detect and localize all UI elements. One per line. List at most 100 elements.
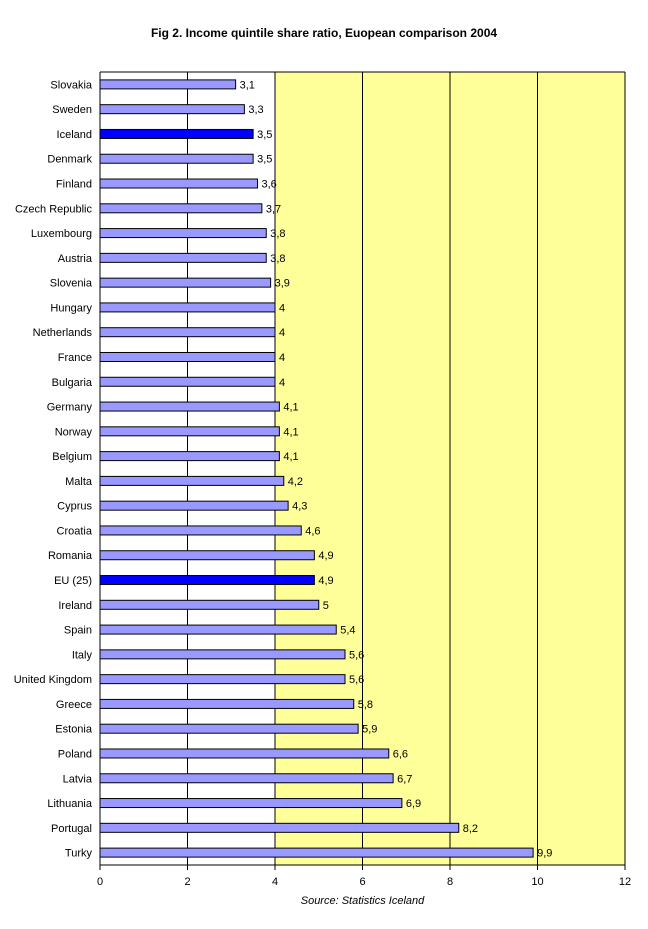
category-label: Iceland: [57, 129, 92, 141]
data-label: 3,8: [270, 228, 285, 240]
bar: [99, 252, 267, 263]
data-label: 4,1: [283, 426, 298, 438]
data-label: 4: [279, 352, 285, 364]
bar: [99, 698, 355, 709]
bar: [99, 798, 403, 809]
category-label: Ireland: [58, 600, 92, 612]
category-label: Netherlands: [33, 327, 93, 339]
category-label: Portugal: [51, 823, 92, 835]
category-label: Lithuania: [47, 798, 93, 810]
bar: [99, 351, 276, 362]
bar: [99, 624, 337, 635]
bar: [99, 79, 237, 90]
bar: [99, 525, 302, 536]
category-label: Estonia: [55, 724, 93, 736]
chart-title: Fig 2. Income quintile share ratio, Euop…: [150, 26, 498, 40]
category-label: Malta: [65, 476, 93, 488]
bar: [99, 401, 280, 412]
x-tick-label: 2: [184, 876, 190, 888]
data-label: 4,1: [283, 402, 298, 414]
data-label: 4: [279, 327, 285, 339]
category-label: Croatia: [57, 525, 93, 537]
data-label: 4,9: [318, 575, 333, 587]
data-label: 6,9: [406, 798, 421, 810]
data-label: 4,6: [305, 525, 320, 537]
bar: [99, 277, 272, 288]
category-label: Finland: [56, 179, 92, 191]
bars: [99, 79, 534, 858]
category-label: Spain: [64, 625, 92, 637]
category-label: Italy: [72, 649, 93, 661]
data-label: 3,5: [257, 154, 272, 166]
data-label: 5: [323, 600, 329, 612]
bar: [99, 847, 534, 858]
bar: [99, 153, 254, 164]
category-label: Germany: [47, 402, 93, 414]
data-label: 4,9: [318, 550, 333, 562]
category-label: Hungary: [50, 302, 92, 314]
bar: [99, 723, 359, 734]
bar: [99, 649, 346, 660]
category-label: France: [58, 352, 92, 364]
bar: [99, 500, 289, 511]
data-label: 3,9: [275, 278, 290, 290]
x-tick-label: 12: [619, 876, 631, 888]
bar: [99, 302, 276, 313]
bar: [99, 575, 315, 586]
data-label: 6,7: [397, 773, 412, 785]
bar: [99, 376, 276, 387]
category-label: Sweden: [52, 104, 92, 116]
data-label: 4: [279, 302, 285, 314]
x-tick-label: 6: [359, 876, 365, 888]
category-label: Belgium: [52, 451, 92, 463]
data-label: 3,6: [262, 179, 277, 191]
category-label: Slovenia: [50, 278, 93, 290]
data-label: 3,8: [270, 253, 285, 265]
bar: [99, 178, 258, 189]
data-label: 5,6: [349, 674, 364, 686]
category-label: Greece: [56, 699, 92, 711]
category-label: Cyprus: [57, 501, 92, 513]
bar: [99, 599, 320, 610]
x-tick-label: 4: [272, 876, 278, 888]
bar: [99, 104, 245, 115]
data-label: 8,2: [463, 823, 478, 835]
bar: [99, 773, 394, 784]
category-label: Bulgaria: [52, 377, 93, 389]
data-label: 4,2: [288, 476, 303, 488]
category-labels: Slovakia Sweden Iceland Denmark Finland Czech…: [14, 79, 93, 859]
data-label: 6,6: [393, 748, 408, 760]
bar: [99, 748, 390, 759]
data-label: 4,1: [283, 451, 298, 463]
value-labels: 3,1 3,3 3,5 3,5 3,6 3,7 3,8 3,8 3,9 4 4 4 4 4,1 4,1 4,1…: [240, 79, 553, 859]
x-tick-label: 0: [97, 876, 103, 888]
bar: [99, 550, 315, 561]
bar: [99, 674, 346, 685]
category-label: Norway: [55, 426, 93, 438]
x-tick-label: 8: [447, 876, 453, 888]
data-label: 3,1: [240, 79, 255, 91]
category-label: EU (25): [54, 575, 92, 587]
category-label: United Kingdom: [14, 674, 92, 686]
bar: [99, 128, 254, 139]
data-label: 3,3: [248, 104, 263, 116]
data-label: 3,7: [266, 203, 281, 215]
category-label: Luxembourg: [31, 228, 92, 240]
data-label: 5,8: [358, 699, 373, 711]
category-label: Poland: [58, 748, 92, 760]
category-label: Denmark: [47, 154, 92, 166]
x-axis: 0 2 4 6 8 10 12: [97, 71, 631, 888]
data-label: 5,6: [349, 649, 364, 661]
data-label: 4,3: [292, 501, 307, 513]
source-note: Source: Statistics Iceland: [300, 895, 425, 907]
category-label: Czech Republic: [15, 203, 93, 215]
category-label: Austria: [58, 253, 93, 265]
category-label: Latvia: [63, 773, 93, 785]
category-label: Slovakia: [50, 79, 92, 91]
bar: [99, 327, 276, 338]
data-label: 5,4: [340, 625, 355, 637]
bar: [99, 475, 285, 486]
data-label: 3,5: [257, 129, 272, 141]
data-label: 9,9: [537, 848, 552, 860]
